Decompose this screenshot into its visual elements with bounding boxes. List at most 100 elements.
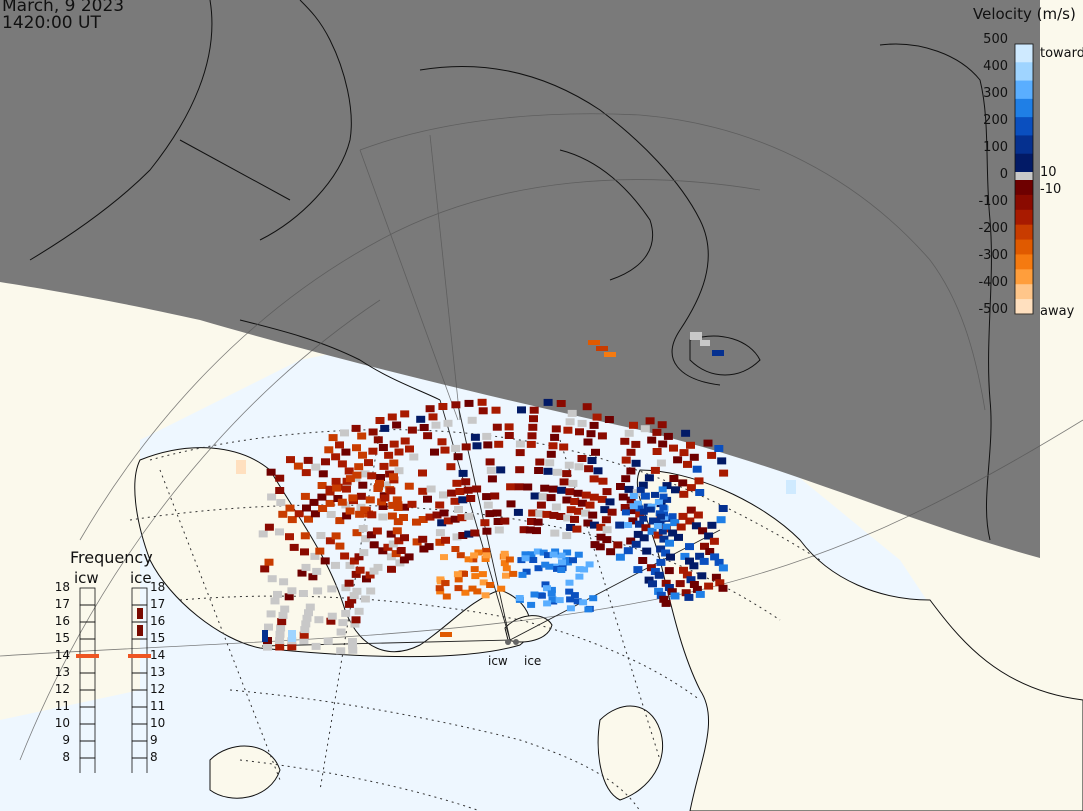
velocity-cell	[621, 475, 631, 483]
velocity-cell	[529, 415, 538, 423]
velocity-cell	[652, 428, 662, 436]
velocity-cell	[301, 620, 311, 628]
velocity-cell	[664, 567, 674, 575]
velocity-cell	[504, 432, 514, 439]
velocity-cell	[393, 518, 403, 526]
velocity-cell	[633, 500, 642, 507]
velocity-cell	[563, 426, 573, 434]
velocity-cell	[392, 496, 402, 504]
velocity-cell	[685, 517, 695, 525]
velocity-cell	[378, 444, 388, 451]
velocity-cell	[327, 585, 337, 593]
velocity-cell	[572, 525, 582, 533]
colorbar-swatch-toward	[1015, 153, 1033, 173]
ocean-region-sw	[0, 690, 260, 811]
velocity-cell	[432, 511, 442, 519]
frequency-level-right: 8	[150, 750, 158, 764]
velocity-cell	[506, 483, 516, 491]
velocity-cell	[573, 489, 583, 497]
velocity-cell	[463, 486, 473, 494]
velocity-cell	[684, 593, 694, 601]
velocity-cell	[258, 530, 268, 538]
velocity-cell	[716, 516, 726, 524]
velocity-cell	[669, 444, 678, 452]
velocity-cell	[267, 493, 277, 501]
velocity-cell	[373, 563, 383, 571]
velocity-cell	[435, 585, 444, 592]
velocity-cell	[546, 450, 556, 458]
velocity-cell	[656, 545, 666, 553]
velocity-cell	[662, 482, 672, 490]
velocity-cell	[658, 528, 667, 535]
velocity-cell	[374, 483, 383, 491]
velocity-cell	[313, 587, 323, 595]
velocity-cell	[705, 548, 715, 555]
velocity-cell	[648, 580, 657, 588]
velocity-cell	[266, 610, 276, 618]
velocity-cell	[439, 491, 448, 499]
velocity-cell	[698, 527, 708, 535]
velocity-cell	[464, 399, 474, 407]
velocity-cell	[644, 474, 654, 482]
velocity-cell	[365, 496, 375, 504]
velocity-cell	[451, 546, 460, 552]
colorbar-pos10-label: 10	[1040, 165, 1057, 180]
time-label: 1420:00 UT	[2, 13, 101, 33]
velocity-cell	[545, 459, 555, 467]
velocity-cell	[673, 456, 683, 464]
velocity-cell	[502, 565, 511, 572]
velocity-cell	[505, 556, 514, 563]
colorbar-swatch-away	[1015, 209, 1033, 226]
velocity-cell	[341, 448, 351, 456]
velocity-cell	[372, 527, 382, 535]
velocity-cell	[457, 514, 467, 522]
velocity-cell	[559, 478, 569, 486]
frequency-bars	[76, 587, 151, 773]
velocity-cell	[563, 549, 572, 556]
velocity-cell	[454, 506, 463, 513]
velocity-cell	[317, 482, 327, 489]
velocity-cell	[325, 485, 335, 493]
velocity-cell	[667, 588, 677, 596]
velocity-cell	[431, 421, 441, 429]
frequency-level-right: 11	[150, 699, 166, 713]
velocity-cell	[528, 509, 538, 517]
velocity-cell	[349, 557, 359, 565]
velocity-cell	[562, 470, 572, 478]
velocity-cell	[435, 529, 445, 537]
velocity-cell	[487, 475, 497, 483]
velocity-cell	[551, 548, 560, 555]
velocity-cell	[639, 534, 649, 542]
date-label: March, 9 2023	[2, 0, 125, 16]
velocity-cell	[365, 571, 375, 579]
velocity-cell	[327, 612, 337, 620]
velocity-cell	[301, 563, 311, 571]
velocity-cell	[455, 488, 465, 495]
velocity-cell	[425, 405, 435, 413]
velocity-cell	[325, 537, 335, 545]
velocity-cell	[412, 538, 422, 546]
velocity-cell	[275, 528, 284, 536]
velocity-cell	[367, 472, 377, 480]
velocity-cell	[437, 519, 447, 527]
velocity-cell	[383, 543, 393, 551]
velocity-cell	[469, 556, 478, 563]
velocity-cell	[714, 558, 724, 566]
velocity-cell	[278, 611, 288, 619]
frequency-level-right: 13	[150, 665, 166, 679]
velocity-cell	[273, 590, 282, 598]
velocity-cell	[504, 423, 514, 431]
velocity-cell	[326, 511, 336, 518]
colorbar-tick-label: 0	[999, 167, 1008, 182]
velocity-cell	[304, 609, 313, 617]
velocity-cell	[437, 438, 447, 446]
frequency-level-left: 11	[54, 699, 70, 713]
colorbar-swatch-away	[1015, 224, 1033, 241]
velocity-cell	[270, 597, 280, 605]
frequency-ice-hist	[137, 625, 143, 636]
velocity-cell	[607, 508, 617, 516]
velocity-cell	[482, 547, 491, 554]
velocity-cell	[596, 523, 606, 531]
velocity-cell	[655, 510, 664, 517]
velocity-cell	[686, 484, 696, 492]
